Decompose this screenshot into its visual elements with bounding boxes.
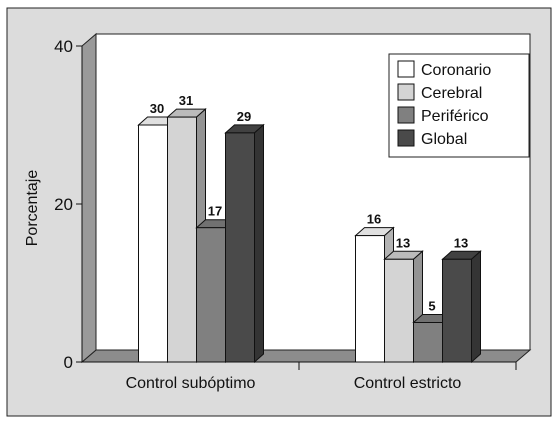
x-tick-label: Control subóptimo bbox=[126, 375, 256, 392]
data-label: 30 bbox=[150, 101, 164, 116]
data-label: 13 bbox=[454, 235, 468, 250]
y-tick-label: 20 bbox=[54, 195, 73, 214]
left-wall bbox=[81, 32, 97, 364]
bar bbox=[167, 116, 197, 363]
bar bbox=[355, 235, 385, 363]
bar bbox=[196, 227, 226, 363]
data-label: 29 bbox=[237, 109, 251, 124]
x-tick-label: Control estricto bbox=[354, 375, 462, 392]
bar-side bbox=[254, 123, 264, 364]
legend-swatch bbox=[397, 129, 415, 147]
bars bbox=[137, 107, 482, 364]
bar bbox=[384, 258, 414, 363]
data-label: 16 bbox=[367, 212, 381, 227]
legend: Coronario Cerebral Periférico Global bbox=[388, 53, 530, 158]
legend-label: Coronario bbox=[421, 62, 491, 79]
legend-label: Global bbox=[421, 131, 467, 148]
bar-side bbox=[471, 250, 481, 364]
y-axis-label: Porcentaje bbox=[24, 170, 41, 247]
bar bbox=[225, 132, 255, 363]
legend-swatch bbox=[397, 106, 415, 124]
data-label: 13 bbox=[396, 235, 410, 250]
data-label: 5 bbox=[428, 299, 435, 314]
legend-swatch bbox=[397, 60, 415, 78]
bar bbox=[138, 124, 168, 363]
legend-label: Cerebral bbox=[421, 85, 482, 102]
y-tick-label: 40 bbox=[54, 37, 73, 56]
legend-label: Periférico bbox=[421, 108, 489, 125]
bar bbox=[413, 322, 443, 363]
legend-items: Coronario Cerebral Periférico Global bbox=[397, 60, 491, 148]
value-labels: 30 31 17 29 16 13 5 13 bbox=[150, 93, 468, 313]
data-label: 31 bbox=[179, 93, 193, 108]
data-label: 17 bbox=[208, 204, 222, 219]
legend-swatch bbox=[397, 83, 415, 101]
bar bbox=[442, 258, 472, 363]
y-tick-label: 0 bbox=[64, 353, 73, 372]
